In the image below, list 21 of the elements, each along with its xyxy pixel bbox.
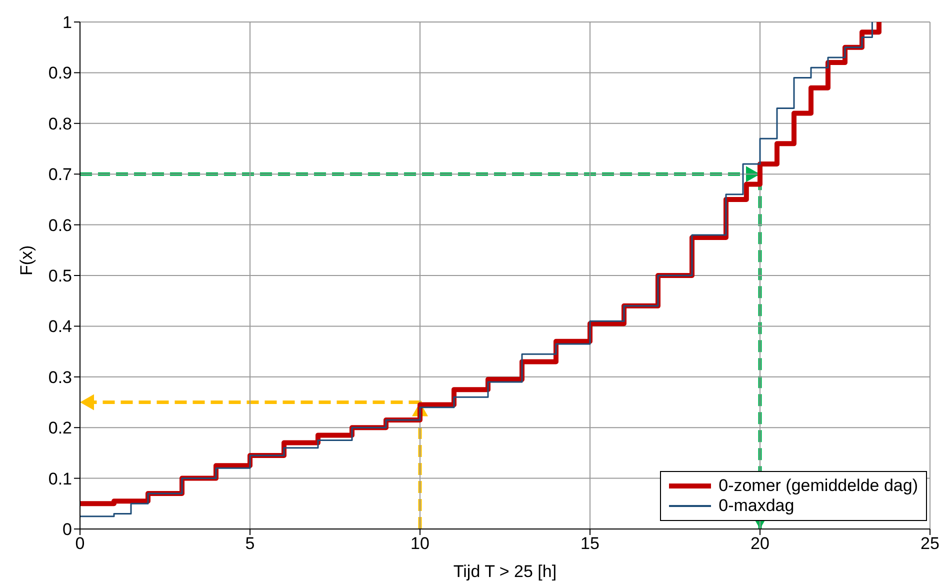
- y-tick-label: 0.4: [48, 317, 72, 336]
- legend-label: 0-zomer (gemiddelde dag): [718, 476, 918, 496]
- y-tick-label: 0.3: [48, 368, 72, 387]
- y-axis-title: F(x): [17, 245, 36, 276]
- y-tick-label: 0.2: [48, 418, 72, 438]
- x-tick-label: 5: [245, 534, 255, 554]
- y-tick-label: 0.9: [48, 64, 72, 83]
- y-tick-label: 0.5: [48, 266, 72, 286]
- legend-label: 0-maxdag: [718, 496, 794, 516]
- x-tick-label: 0: [75, 534, 85, 554]
- y-tick-label: 0.1: [48, 469, 72, 488]
- y-tick-label: 0: [62, 520, 72, 540]
- y-tick-label: 0.7: [48, 165, 72, 184]
- y-tick-label: 1: [62, 13, 72, 32]
- y-tick-label: 0.6: [48, 216, 72, 235]
- x-tick-label: 10: [410, 534, 430, 554]
- y-tick-label: 0.8: [48, 114, 72, 134]
- x-axis-title: Tijd T > 25 [h]: [453, 562, 557, 581]
- x-tick-label: 20: [750, 534, 770, 554]
- x-tick-label: 25: [920, 534, 940, 554]
- x-tick-label: 15: [580, 534, 600, 554]
